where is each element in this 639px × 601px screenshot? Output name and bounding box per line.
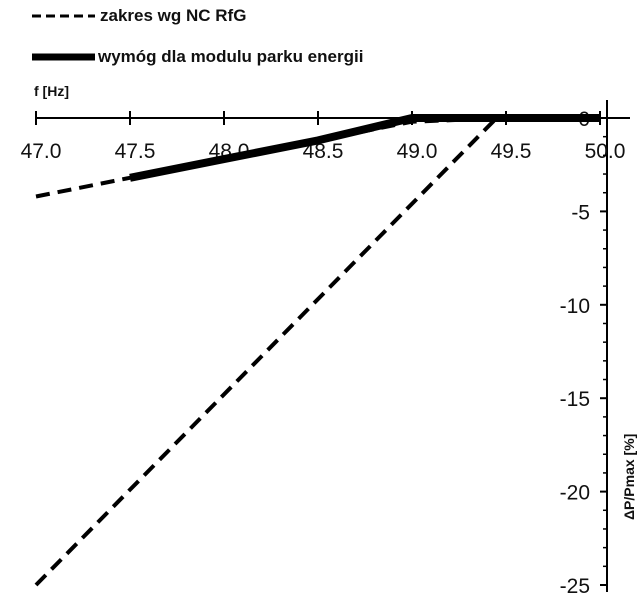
y-tick-label: -20 — [560, 482, 590, 505]
y-tick-label: -5 — [571, 201, 590, 224]
series-line-2 — [129, 114, 600, 182]
y-ticks: 0-5-10-15-20-25 — [560, 108, 607, 598]
legend: zakres wg NC RfG wymóg dla modulu parku … — [32, 6, 363, 66]
x-axis-title: f [Hz] — [34, 83, 69, 99]
x-tick-label: 49.0 — [397, 140, 438, 163]
x-tick-label: 47.0 — [21, 140, 62, 163]
x-tick-label: 47.5 — [115, 140, 156, 163]
legend-label-wymog: wymóg dla modulu parku energii — [97, 47, 363, 66]
y-axis-title: ΔP/Pmax [%] — [621, 434, 637, 520]
x-tick-label: 48.5 — [303, 140, 344, 163]
series-layer — [34, 114, 600, 587]
y-tick-label: -25 — [560, 575, 590, 598]
series-line-1 — [34, 116, 499, 587]
y-tick-label: -15 — [560, 388, 590, 411]
x-tick-label: 50.0 — [585, 140, 626, 163]
y-tick-label: -10 — [560, 295, 590, 318]
x-tick-label: 49.5 — [491, 140, 532, 163]
legend-label-nc-rfg: zakres wg NC RfG — [100, 6, 246, 25]
